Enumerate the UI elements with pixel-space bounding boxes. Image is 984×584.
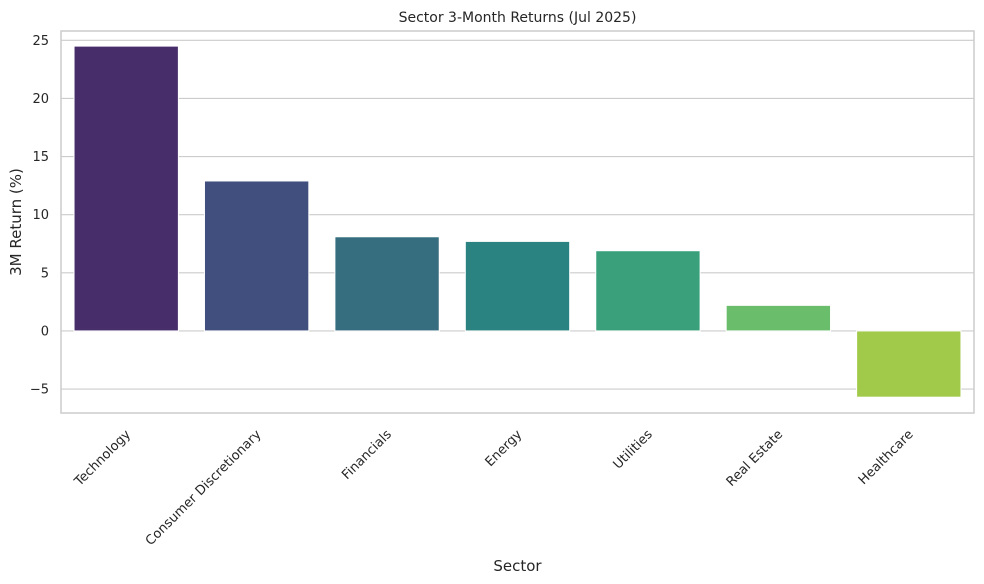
bar-healthcare [856, 330, 962, 398]
y-tick-label: 15 [32, 150, 49, 165]
bar-layer [73, 45, 962, 398]
grid-layer [61, 39, 974, 390]
x-tick-label: Utilities [611, 427, 656, 472]
bar-financials [334, 236, 440, 332]
x-tick-label: Consumer Discretionary [143, 427, 265, 549]
y-tick-label: 5 [41, 266, 49, 281]
x-tick-label: Real Estate [724, 427, 786, 489]
x-tick-label: Financials [339, 427, 395, 483]
bar-real-estate [725, 304, 832, 332]
bar-energy [464, 240, 571, 332]
y-tick-label: 0 [41, 324, 49, 339]
y-tick-label: 20 [32, 92, 49, 107]
bar-consumer-discretionary [203, 180, 310, 332]
x-tick-label: Healthcare [856, 427, 917, 488]
y-tick-label: 25 [32, 34, 49, 49]
chart-title: Sector 3-Month Returns (Jul 2025) [399, 10, 637, 26]
y-tick-label: −5 [30, 383, 49, 398]
x-tick-label: Technology [71, 427, 134, 490]
x-axis-label: Sector [493, 557, 542, 575]
y-axis-label: 3M Return (%) [7, 168, 25, 276]
x-tick-labels: Technology Consumer Discretionary Financia… [71, 427, 916, 549]
bar-technology [73, 45, 179, 332]
bar-utilities [595, 250, 701, 332]
y-tick-labels: −5 0 5 10 15 20 25 [30, 34, 49, 398]
plot-frame [60, 30, 975, 414]
y-tick-label: 10 [32, 208, 49, 223]
x-tick-label: Energy [483, 427, 526, 470]
